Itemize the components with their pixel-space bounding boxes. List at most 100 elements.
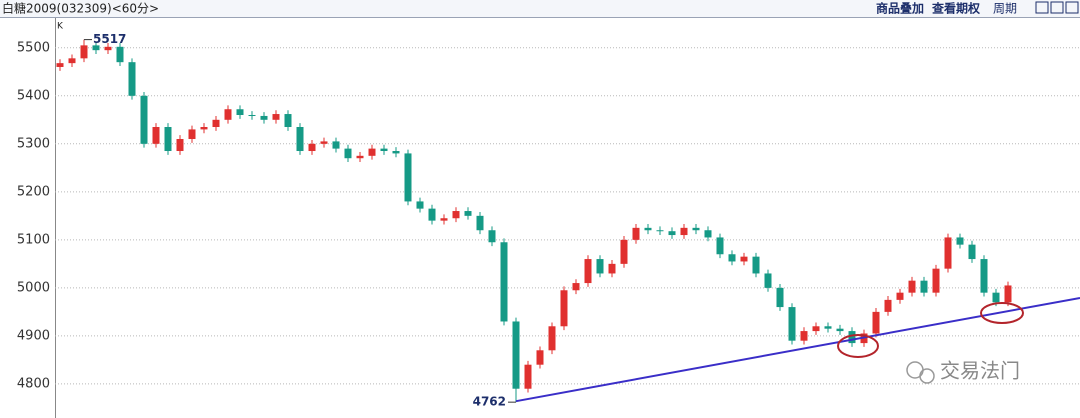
sub-label: K — [57, 22, 64, 32]
highlight-ellipse — [837, 334, 879, 358]
candle-body — [296, 127, 304, 152]
candle-body — [884, 299, 892, 312]
candle-body — [716, 237, 724, 255]
y-tick-label: 5200 — [17, 184, 50, 199]
candle-body — [620, 239, 628, 264]
y-tick-label: 5300 — [17, 136, 50, 151]
candle-body — [980, 259, 988, 293]
candle-body — [356, 155, 364, 159]
candle-body — [908, 280, 916, 293]
candle-body — [668, 231, 676, 236]
y-tick-label: 4800 — [17, 376, 50, 391]
candle-body — [176, 139, 184, 152]
candle-body — [584, 259, 592, 284]
candle-body — [152, 127, 160, 144]
highlight-ellipse — [980, 302, 1024, 324]
candle-body — [920, 280, 928, 293]
y-tick-label: 5000 — [17, 280, 50, 295]
candle-body — [800, 331, 808, 341]
y-tick-label: 5100 — [17, 232, 50, 247]
candle-body — [596, 259, 604, 274]
button[interactable]: 查看期权 — [931, 1, 981, 16]
candle-body — [692, 227, 700, 231]
candle-body — [632, 227, 640, 240]
candle-body — [116, 46, 124, 63]
candle-body — [872, 311, 880, 334]
watermark: 交易法门 — [940, 359, 1020, 383]
candle-body — [128, 62, 136, 96]
candle-body — [80, 45, 88, 59]
candle-body — [476, 215, 484, 231]
header-bar — [0, 0, 1080, 17]
candle-body — [488, 230, 496, 243]
candle-body — [956, 237, 964, 245]
candle-body — [428, 208, 436, 221]
min-label: 4762 — [473, 395, 506, 409]
candle-body — [200, 127, 208, 130]
candle-body — [728, 254, 736, 262]
candle-body — [68, 58, 76, 64]
candle-body — [344, 148, 352, 159]
candle-body — [392, 151, 400, 154]
y-tick-label: 4900 — [17, 328, 50, 343]
candle-body — [272, 114, 280, 120]
candle-body — [368, 148, 376, 156]
candle-body — [284, 114, 292, 128]
candle-body — [704, 230, 712, 238]
candle-body — [92, 45, 100, 51]
candle-body — [776, 287, 784, 308]
candle-body — [896, 292, 904, 300]
candle-body — [788, 307, 796, 341]
candle-body — [500, 242, 508, 322]
candle-body — [608, 263, 616, 274]
candle-body — [968, 244, 976, 260]
candle-body — [764, 273, 772, 288]
candle-body — [572, 283, 580, 291]
candle-body — [932, 268, 940, 293]
candle-body — [656, 230, 664, 232]
candle-body — [812, 326, 820, 332]
candle-body — [740, 256, 748, 262]
title: 白糖2009(032309)<60分> — [2, 1, 159, 16]
candle-body — [836, 328, 844, 332]
candle-body — [332, 141, 340, 149]
candle-body — [524, 364, 532, 389]
candle-body — [404, 153, 412, 202]
candle-body — [320, 141, 328, 144]
button[interactable]: 商品叠加 — [876, 1, 924, 16]
candle-body — [536, 350, 544, 365]
candle-body — [224, 109, 232, 120]
candle-body — [140, 95, 148, 144]
candle-body — [824, 326, 832, 329]
candle-body — [212, 119, 220, 128]
candle-body — [248, 114, 256, 116]
candle-body — [56, 63, 64, 67]
candle-body — [440, 218, 448, 221]
y-tick-label: 5400 — [17, 88, 50, 103]
candle-body — [380, 148, 388, 152]
candle-body — [944, 237, 952, 269]
candle-body — [452, 211, 460, 219]
candle-body — [416, 201, 424, 209]
candle-body — [260, 115, 268, 120]
candle-body — [548, 326, 556, 351]
candle-body — [560, 290, 568, 327]
candle-body — [464, 211, 472, 216]
nav-icons[interactable] — [1035, 1, 1079, 14]
candle-body — [1004, 285, 1012, 303]
candle-body — [752, 256, 760, 274]
candle-body — [680, 227, 688, 236]
y-tick-label: 5500 — [17, 40, 50, 55]
candle-body — [644, 227, 652, 231]
candle-body — [992, 292, 1000, 303]
candle-body — [236, 109, 244, 115]
candle-body — [104, 46, 112, 51]
button[interactable]: 周期 — [993, 2, 1017, 16]
candle-body — [308, 143, 316, 152]
candle-body — [188, 129, 196, 140]
candle-body — [164, 127, 172, 152]
watermark-icon — [906, 361, 935, 384]
candle-body — [848, 331, 856, 344]
candle-body — [512, 321, 520, 389]
